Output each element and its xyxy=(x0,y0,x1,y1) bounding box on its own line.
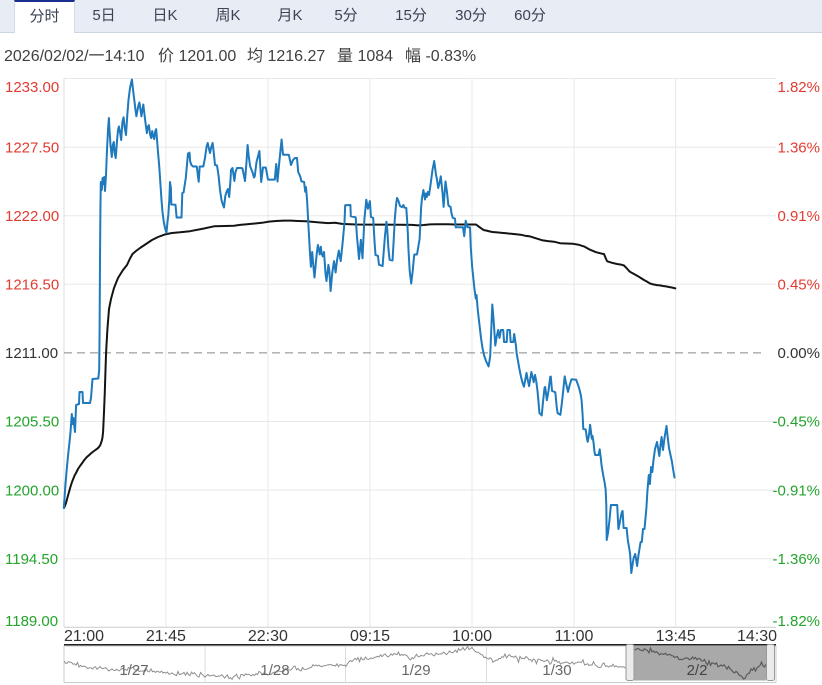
svg-text:1194.50: 1194.50 xyxy=(5,551,58,568)
svg-text:0.00%: 0.00% xyxy=(777,345,820,362)
svg-text:22:30: 22:30 xyxy=(248,628,288,645)
svg-text:1/27: 1/27 xyxy=(119,662,148,679)
svg-text:1205.50: 1205.50 xyxy=(5,414,59,431)
svg-text:1/28: 1/28 xyxy=(260,662,289,679)
svg-text:13:45: 13:45 xyxy=(656,628,696,645)
svg-text:-1.82%: -1.82% xyxy=(772,613,820,630)
svg-text:14:30: 14:30 xyxy=(737,628,777,645)
svg-text:1/29: 1/29 xyxy=(401,662,430,679)
svg-text:1189.00: 1189.00 xyxy=(5,613,58,630)
svg-text:1216.50: 1216.50 xyxy=(5,277,59,294)
svg-text:2/2: 2/2 xyxy=(687,662,708,679)
svg-text:1/30: 1/30 xyxy=(542,662,571,679)
svg-text:1.82%: 1.82% xyxy=(777,79,820,96)
svg-text:1211.00: 1211.00 xyxy=(5,345,58,362)
svg-text:21:45: 21:45 xyxy=(146,628,186,645)
svg-text:-1.36%: -1.36% xyxy=(772,551,820,568)
svg-text:1.36%: 1.36% xyxy=(777,139,820,156)
svg-text:0.91%: 0.91% xyxy=(777,208,820,225)
svg-text:1227.50: 1227.50 xyxy=(5,139,59,156)
svg-text:09:15: 09:15 xyxy=(350,628,390,645)
svg-text:21:00: 21:00 xyxy=(64,628,104,645)
svg-text:1222.00: 1222.00 xyxy=(5,208,59,225)
svg-text:0.45%: 0.45% xyxy=(777,277,820,294)
svg-text:-0.45%: -0.45% xyxy=(772,414,820,431)
svg-text:10:00: 10:00 xyxy=(452,628,492,645)
svg-text:1200.00: 1200.00 xyxy=(5,482,59,499)
svg-text:11:00: 11:00 xyxy=(555,628,594,645)
svg-text:1233.00: 1233.00 xyxy=(5,79,59,96)
svg-text:-0.91%: -0.91% xyxy=(772,482,820,499)
